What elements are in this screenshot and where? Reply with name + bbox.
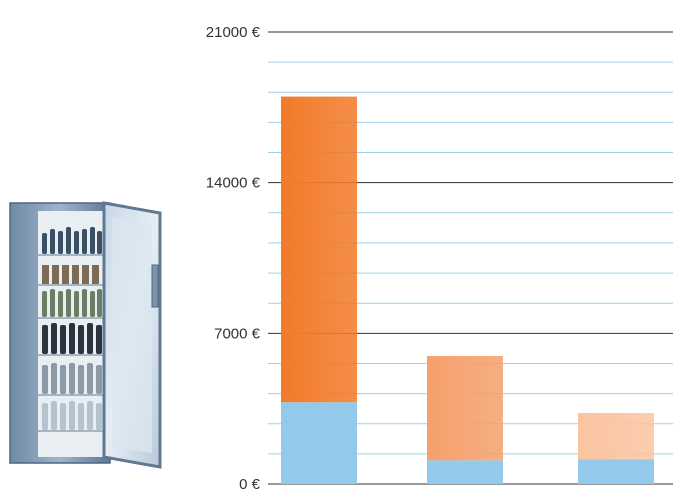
y-axis-labels: 0 € 7000 € 14000 € 21000 € (206, 24, 261, 489)
bar-top-segment (427, 355, 503, 461)
bar-base-segment (578, 459, 654, 484)
y-tick-label: 21000 € (206, 24, 261, 41)
y-tick-label: 14000 € (206, 175, 261, 192)
bar-top-segment (578, 412, 654, 460)
y-tick-label: 0 € (239, 476, 261, 489)
bar-base-segment (427, 460, 503, 484)
y-tick-label: 7000 € (214, 325, 261, 342)
beverage-fridge-icon (9, 201, 162, 469)
bar-top-segment (281, 96, 357, 403)
chart-bars (281, 96, 654, 484)
bar-base-segment (281, 402, 357, 484)
